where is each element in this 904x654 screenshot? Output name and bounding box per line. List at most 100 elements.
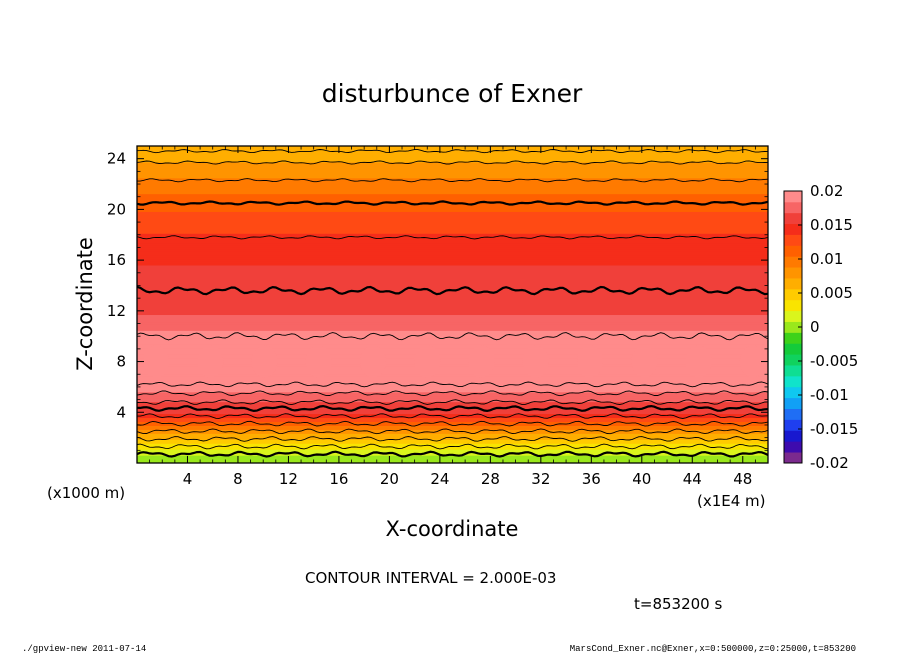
field-band xyxy=(137,207,768,210)
field-band xyxy=(137,203,768,207)
field-band xyxy=(137,346,768,349)
field-band xyxy=(137,195,768,199)
field-band xyxy=(137,205,768,209)
field-band xyxy=(137,330,768,333)
field-band xyxy=(137,173,768,177)
field-band xyxy=(137,375,768,379)
field-band xyxy=(137,157,768,161)
field-band xyxy=(137,413,768,417)
field-maximum xyxy=(685,345,712,378)
field-band xyxy=(137,342,768,345)
colorbar-swatch xyxy=(784,430,802,442)
field-band xyxy=(137,274,768,278)
field-band xyxy=(137,153,768,157)
field-band xyxy=(137,365,768,369)
colorbar-swatch xyxy=(784,343,802,355)
field-band xyxy=(137,367,768,371)
field-band xyxy=(137,151,768,155)
x-tick-label: 40 xyxy=(632,470,651,488)
x-tick-label: 12 xyxy=(279,470,298,488)
field-band xyxy=(137,399,768,403)
field-band xyxy=(137,403,768,407)
field-maximum xyxy=(359,345,386,378)
field-band xyxy=(137,233,768,236)
field-band xyxy=(137,296,768,300)
field-band xyxy=(137,298,768,302)
colorbar-tick-label: 0 xyxy=(810,318,820,336)
field-band xyxy=(137,348,768,351)
field-band xyxy=(137,241,768,244)
colorbar-tick-label: 0.015 xyxy=(810,216,853,234)
field-band xyxy=(137,294,768,298)
x-tick-label: 24 xyxy=(430,470,449,488)
field-band xyxy=(137,251,768,254)
contour-line xyxy=(137,443,768,450)
field-band xyxy=(137,308,768,312)
colorbar-swatch xyxy=(784,299,802,312)
field-maximum xyxy=(739,345,766,378)
contour-line xyxy=(137,178,768,183)
field-band xyxy=(137,359,768,363)
field-band xyxy=(137,211,768,214)
field-band xyxy=(137,326,768,329)
field-band xyxy=(137,437,768,440)
field-band xyxy=(137,262,768,266)
field-band xyxy=(137,197,768,201)
colorbar-swatch xyxy=(784,267,802,279)
x-tick-label: 4 xyxy=(183,470,193,488)
colorbar-swatch xyxy=(784,310,802,322)
field-band xyxy=(137,278,768,282)
colorbar-swatch xyxy=(784,452,802,464)
field-maximum xyxy=(305,345,332,378)
field-band xyxy=(137,393,768,397)
colorbar-swatch xyxy=(784,234,802,246)
field-band xyxy=(137,258,768,262)
colorbar-tick-label: -0.02 xyxy=(810,454,849,472)
field-band xyxy=(137,316,768,319)
colorbar-tick-label: 0.01 xyxy=(810,250,843,268)
field-band xyxy=(137,231,768,234)
field-band xyxy=(137,266,768,270)
y-tick-label: 4 xyxy=(116,403,126,421)
field-band xyxy=(137,334,768,337)
field-band xyxy=(137,395,768,399)
y-tick-label: 20 xyxy=(107,200,126,218)
field-band xyxy=(137,401,768,405)
contour-line xyxy=(137,160,768,165)
field-band xyxy=(137,169,768,173)
y-tick-label: 8 xyxy=(116,353,126,371)
y-axis-label: Z-coordinate xyxy=(73,237,97,371)
x-tick-label: 36 xyxy=(582,470,601,488)
field-band xyxy=(137,379,768,383)
field-band xyxy=(137,302,768,306)
colorbar-tick-label: -0.01 xyxy=(810,386,849,404)
field-band xyxy=(137,419,768,422)
field-band xyxy=(137,268,768,272)
field-band xyxy=(137,381,768,385)
field-band xyxy=(137,357,768,361)
field-band xyxy=(137,181,768,185)
field-band xyxy=(137,427,768,430)
field-band xyxy=(137,159,768,163)
field-band xyxy=(137,397,768,401)
field-maximum xyxy=(631,345,658,378)
field-band xyxy=(137,252,768,256)
field-band xyxy=(137,405,768,409)
field-band xyxy=(137,187,768,191)
colorbar-tick-label: 0.005 xyxy=(810,284,853,302)
field-band xyxy=(137,272,768,276)
field-band xyxy=(137,387,768,391)
field-band xyxy=(137,221,768,224)
contour-line xyxy=(137,285,768,296)
contour-line xyxy=(137,399,768,406)
colorbar-swatch xyxy=(784,201,802,214)
field-band xyxy=(137,312,768,316)
colorbar-swatch xyxy=(784,223,802,235)
field-band xyxy=(137,455,768,458)
colorbar-swatch xyxy=(784,419,802,431)
field-band xyxy=(137,322,768,325)
y-tick-label: 24 xyxy=(107,150,126,168)
chart-title: disturbunce of Exner xyxy=(322,79,583,108)
field-band xyxy=(137,254,768,258)
